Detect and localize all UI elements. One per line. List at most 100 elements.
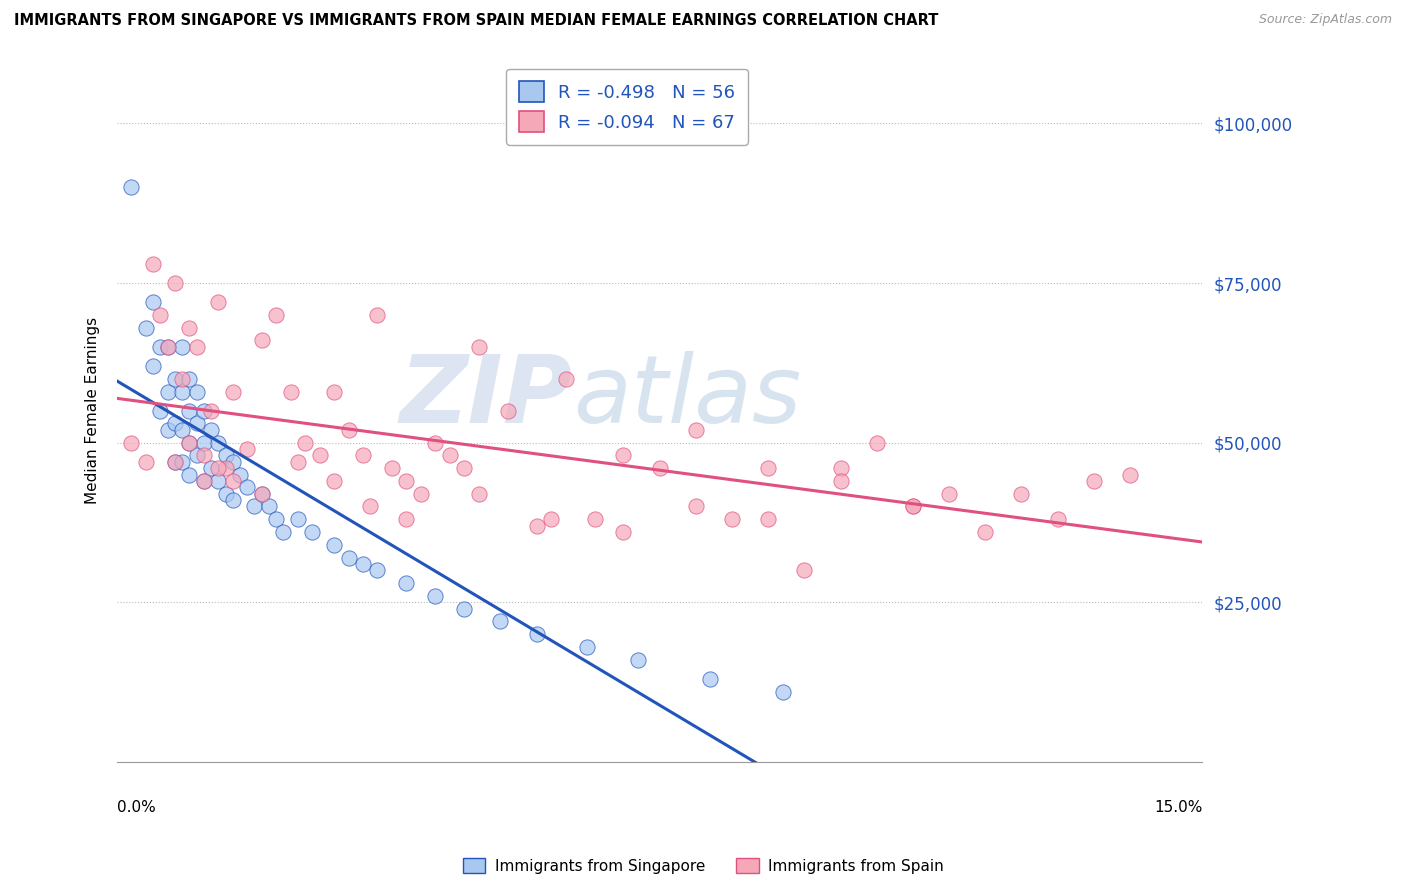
Text: 0.0%: 0.0%: [117, 800, 156, 815]
Legend: Immigrants from Singapore, Immigrants from Spain: Immigrants from Singapore, Immigrants fr…: [457, 852, 949, 880]
Point: [142, 257, 165, 271]
Point: [207, 435, 229, 450]
Point: [214, 461, 236, 475]
Point: [163, 276, 186, 290]
Point: [193, 449, 215, 463]
Point: [395, 512, 418, 526]
Point: [200, 461, 222, 475]
Point: [280, 384, 302, 399]
Point: [627, 653, 650, 667]
Point: [489, 615, 512, 629]
Point: [172, 340, 194, 354]
Point: [172, 455, 194, 469]
Point: [179, 435, 201, 450]
Point: [1119, 467, 1142, 482]
Point: [222, 474, 245, 488]
Point: [222, 384, 245, 399]
Point: [149, 308, 172, 322]
Point: [172, 423, 194, 437]
Point: [264, 512, 287, 526]
Point: [721, 512, 744, 526]
Point: [699, 672, 721, 686]
Point: [142, 295, 165, 310]
Point: [179, 435, 201, 450]
Point: [179, 467, 201, 482]
Point: [186, 449, 208, 463]
Point: [1046, 512, 1069, 526]
Point: [214, 449, 236, 463]
Point: [901, 500, 924, 514]
Point: [583, 512, 606, 526]
Point: [359, 500, 381, 514]
Point: [526, 627, 548, 641]
Point: [193, 403, 215, 417]
Point: [576, 640, 599, 654]
Point: [200, 423, 222, 437]
Point: [468, 340, 491, 354]
Point: [830, 461, 852, 475]
Point: [756, 512, 779, 526]
Point: [793, 563, 815, 577]
Point: [179, 403, 201, 417]
Point: [453, 601, 475, 615]
Point: [273, 524, 295, 539]
Point: [163, 455, 186, 469]
Point: [172, 384, 194, 399]
Point: [250, 486, 273, 500]
Point: [120, 435, 142, 450]
Point: [453, 461, 475, 475]
Point: [163, 372, 186, 386]
Point: [229, 467, 252, 482]
Point: [207, 474, 229, 488]
Point: [214, 486, 236, 500]
Point: [901, 500, 924, 514]
Point: [352, 557, 374, 571]
Point: [1083, 474, 1105, 488]
Point: [468, 486, 491, 500]
Point: [366, 308, 388, 322]
Point: [938, 486, 960, 500]
Point: [149, 403, 172, 417]
Text: atlas: atlas: [572, 351, 801, 442]
Point: [756, 461, 779, 475]
Text: IMMIGRANTS FROM SINGAPORE VS IMMIGRANTS FROM SPAIN MEDIAN FEMALE EARNINGS CORREL: IMMIGRANTS FROM SINGAPORE VS IMMIGRANTS …: [14, 13, 938, 29]
Point: [156, 340, 179, 354]
Text: ZIP: ZIP: [399, 351, 572, 442]
Point: [193, 474, 215, 488]
Point: [425, 435, 447, 450]
Y-axis label: Median Female Earnings: Median Female Earnings: [86, 318, 100, 504]
Point: [156, 340, 179, 354]
Point: [540, 512, 562, 526]
Point: [142, 359, 165, 373]
Point: [425, 589, 447, 603]
Point: [243, 500, 266, 514]
Point: [236, 442, 259, 456]
Point: [193, 435, 215, 450]
Point: [179, 372, 201, 386]
Point: [236, 480, 259, 494]
Point: [496, 403, 519, 417]
Point: [193, 474, 215, 488]
Point: [830, 474, 852, 488]
Point: [612, 524, 634, 539]
Text: Source: ZipAtlas.com: Source: ZipAtlas.com: [1258, 13, 1392, 27]
Point: [172, 372, 194, 386]
Point: [156, 384, 179, 399]
Point: [207, 295, 229, 310]
Legend: R = -0.498   N = 56, R = -0.094   N = 67: R = -0.498 N = 56, R = -0.094 N = 67: [506, 69, 748, 145]
Point: [301, 524, 323, 539]
Point: [287, 512, 309, 526]
Point: [186, 384, 208, 399]
Point: [866, 435, 889, 450]
Point: [287, 455, 309, 469]
Point: [409, 486, 432, 500]
Point: [200, 403, 222, 417]
Point: [257, 500, 280, 514]
Point: [685, 423, 707, 437]
Point: [186, 417, 208, 431]
Point: [395, 474, 418, 488]
Point: [772, 684, 794, 698]
Point: [381, 461, 404, 475]
Text: 15.0%: 15.0%: [1154, 800, 1202, 815]
Point: [179, 320, 201, 334]
